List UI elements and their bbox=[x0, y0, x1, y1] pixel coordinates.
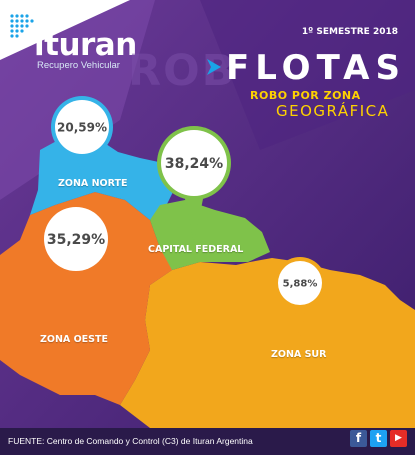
zone-label-oeste: ZONA OESTE bbox=[40, 334, 108, 345]
pin-face-sur bbox=[278, 261, 322, 305]
pin-face-norte bbox=[55, 100, 109, 154]
logo-panel bbox=[0, 0, 130, 60]
bg-stripe-right bbox=[200, 0, 415, 150]
pin-value-capital: 38,24% bbox=[165, 156, 223, 172]
pin-value-oeste: 35,29% bbox=[47, 232, 105, 248]
footer-bar bbox=[0, 428, 415, 455]
region-zona-sur bbox=[120, 258, 415, 428]
pin-stem-capital bbox=[182, 186, 206, 244]
subtitle-line-2: GEOGRÁFICA bbox=[276, 102, 390, 120]
pin-face-capital bbox=[161, 130, 227, 196]
pin-stem-sur bbox=[292, 298, 308, 340]
region-capital-federal bbox=[150, 200, 270, 270]
pin-value-sur: 5,88% bbox=[283, 279, 318, 290]
pin-layer: 20,59% 38,24% 35,29% 5,88% bbox=[40, 96, 326, 340]
zone-label-sur: ZONA SUR bbox=[271, 349, 327, 360]
ghost-text: ROB bbox=[128, 46, 237, 96]
youtube-icon[interactable]: ▶ bbox=[390, 430, 407, 447]
pin-stem-oeste bbox=[64, 261, 88, 330]
source-note: FUENTE: Centro de Comando y Control (C3)… bbox=[8, 436, 253, 446]
ituran-logo-dots-icon bbox=[10, 14, 34, 38]
page-title: FLOTAS bbox=[226, 48, 406, 88]
zone-label-capital: CAPITAL FEDERAL bbox=[148, 244, 244, 255]
pin-oeste: 35,29% bbox=[40, 203, 112, 330]
pin-capital: 38,24% bbox=[157, 126, 231, 244]
pin-face-oeste bbox=[44, 207, 108, 271]
zone-label-norte: ZONA NORTE bbox=[58, 178, 128, 189]
region-zona-norte bbox=[30, 138, 175, 220]
brand-tagline: Recupero Vehicular bbox=[37, 60, 120, 71]
pin-norte: 20,59% bbox=[51, 96, 113, 175]
period-label: 1º SEMESTRE 2018 bbox=[301, 27, 398, 37]
facebook-icon[interactable]: f bbox=[350, 430, 367, 447]
pin-sur: 5,88% bbox=[274, 257, 326, 340]
subtitle-line-1: ROBO POR ZONA bbox=[250, 89, 361, 102]
brand-name: ituran bbox=[34, 27, 137, 63]
pin-value-norte: 20,59% bbox=[57, 120, 107, 134]
arrow-right-icon bbox=[207, 59, 221, 75]
twitter-icon[interactable]: t bbox=[370, 430, 387, 447]
